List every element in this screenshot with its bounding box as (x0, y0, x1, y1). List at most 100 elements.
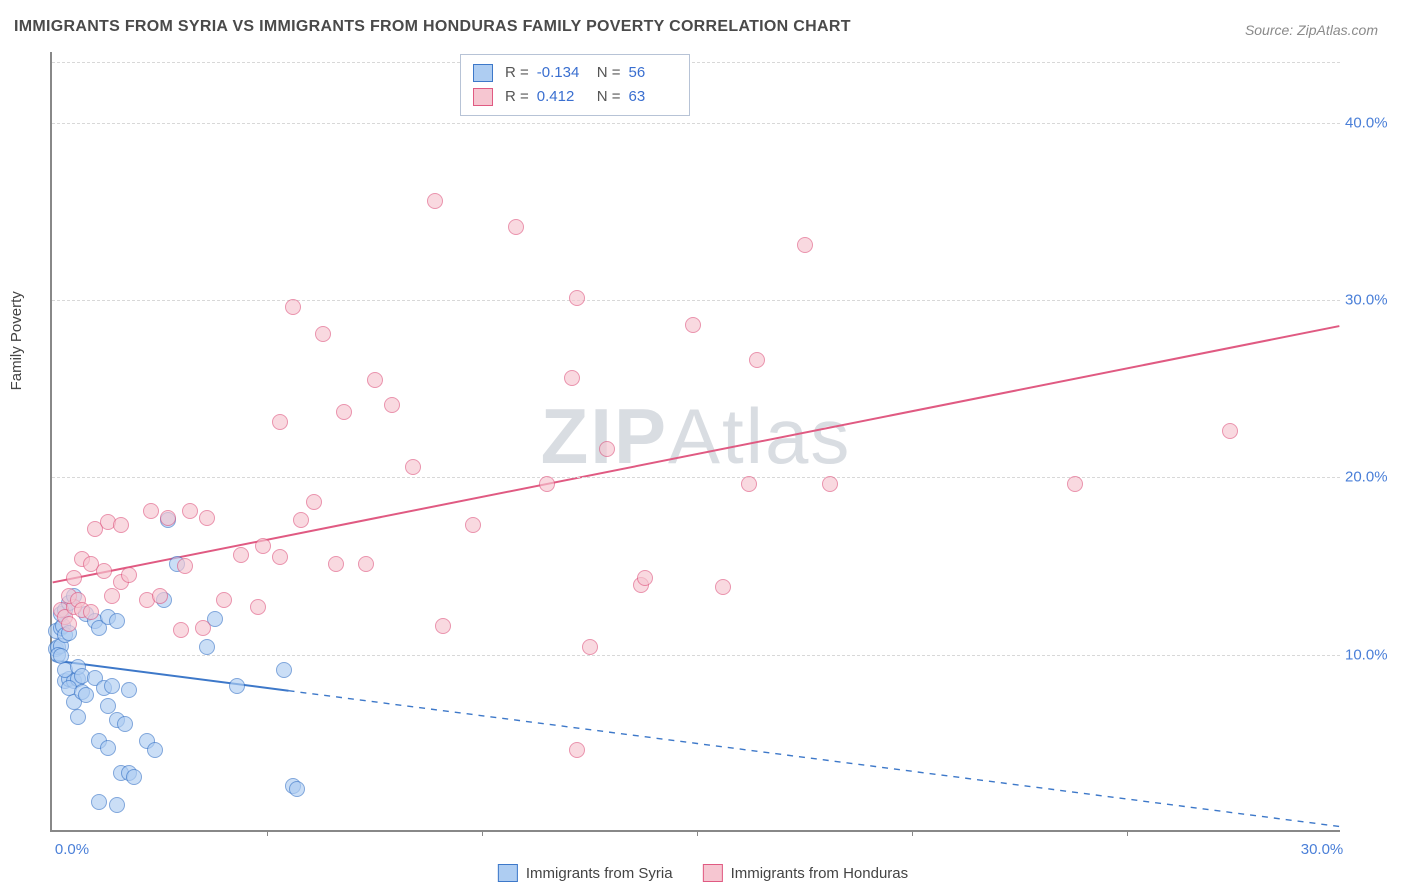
data-point (173, 622, 189, 638)
data-point (336, 404, 352, 420)
data-point (685, 317, 701, 333)
x-minor-tick (1127, 830, 1128, 836)
gridline-h (52, 300, 1340, 301)
plot-area: ZIPAtlas 10.0%20.0%30.0%40.0%0.0%30.0% (50, 52, 1340, 832)
data-point (109, 613, 125, 629)
legend-label: Immigrants from Syria (526, 865, 673, 882)
legend-item: Immigrants from Syria (498, 864, 673, 882)
data-point (83, 604, 99, 620)
data-point (104, 678, 120, 694)
gridline-h (52, 655, 1340, 656)
data-point (599, 441, 615, 457)
data-point (229, 678, 245, 694)
legend-label: Immigrants from Honduras (731, 865, 909, 882)
data-point (465, 517, 481, 533)
data-point (427, 193, 443, 209)
data-point (508, 219, 524, 235)
data-point (147, 742, 163, 758)
data-point (741, 476, 757, 492)
x-tick-label: 30.0% (1301, 841, 1344, 858)
data-point (113, 517, 129, 533)
n-label: N = (597, 61, 621, 85)
data-point (91, 794, 107, 810)
watermark: ZIPAtlas (541, 391, 852, 482)
data-point (272, 549, 288, 565)
data-point (160, 510, 176, 526)
data-point (117, 716, 133, 732)
data-point (367, 372, 383, 388)
data-point (199, 639, 215, 655)
n-value: 56 (629, 61, 677, 85)
data-point (405, 459, 421, 475)
data-point (564, 370, 580, 386)
data-point (435, 618, 451, 634)
stats-row: R =0.412N =63 (473, 85, 677, 109)
data-point (216, 592, 232, 608)
data-point (272, 414, 288, 430)
n-label: N = (597, 85, 621, 109)
data-point (61, 616, 77, 632)
data-point (78, 687, 94, 703)
r-value: -0.134 (537, 61, 585, 85)
data-point (121, 682, 137, 698)
x-minor-tick (697, 830, 698, 836)
legend-item: Immigrants from Honduras (703, 864, 909, 882)
source-attribution: Source: ZipAtlas.com (1245, 22, 1378, 38)
data-point (195, 620, 211, 636)
r-label: R = (505, 61, 529, 85)
data-point (250, 599, 266, 615)
data-point (126, 769, 142, 785)
data-point (109, 797, 125, 813)
n-value: 63 (629, 85, 677, 109)
data-point (637, 570, 653, 586)
x-minor-tick (912, 830, 913, 836)
data-point (199, 510, 215, 526)
x-tick-label: 0.0% (55, 841, 89, 858)
data-point (539, 476, 555, 492)
gridline-h (52, 123, 1340, 124)
chart-container: IMMIGRANTS FROM SYRIA VS IMMIGRANTS FROM… (0, 0, 1406, 892)
data-point (328, 556, 344, 572)
gridline-h (52, 62, 1340, 63)
x-minor-tick (267, 830, 268, 836)
data-point (121, 567, 137, 583)
data-point (306, 494, 322, 510)
data-point (152, 588, 168, 604)
y-axis-label: Family Poverty (8, 291, 25, 390)
data-point (749, 352, 765, 368)
data-point (233, 547, 249, 563)
watermark-bold: ZIP (541, 392, 668, 480)
data-point (582, 639, 598, 655)
r-label: R = (505, 85, 529, 109)
chart-title: IMMIGRANTS FROM SYRIA VS IMMIGRANTS FROM… (14, 18, 851, 36)
y-tick-label: 20.0% (1345, 469, 1400, 486)
legend-swatch (498, 864, 518, 882)
data-point (182, 503, 198, 519)
data-point (177, 558, 193, 574)
y-tick-label: 40.0% (1345, 114, 1400, 131)
stats-row: R = -0.134 N = 56 (473, 61, 677, 85)
trend-lines (52, 52, 1340, 830)
data-point (104, 588, 120, 604)
legend-swatch (473, 88, 493, 106)
data-point (797, 237, 813, 253)
watermark-light: Atlas (668, 392, 851, 480)
data-point (96, 563, 112, 579)
data-point (822, 476, 838, 492)
legend-swatch (473, 64, 493, 82)
data-point (70, 709, 86, 725)
data-point (143, 503, 159, 519)
x-minor-tick (482, 830, 483, 836)
data-point (1067, 476, 1083, 492)
data-point (569, 290, 585, 306)
trend-line-solid (53, 326, 1340, 582)
data-point (384, 397, 400, 413)
legend: Immigrants from Syria Immigrants from Hon… (498, 864, 908, 882)
y-tick-label: 30.0% (1345, 292, 1400, 309)
correlation-stats-box: R =-0.134N =56R =0.412N =63 (460, 54, 690, 116)
data-point (1222, 423, 1238, 439)
data-point (276, 662, 292, 678)
data-point (285, 299, 301, 315)
data-point (315, 326, 331, 342)
trend-line-dashed (289, 691, 1340, 827)
